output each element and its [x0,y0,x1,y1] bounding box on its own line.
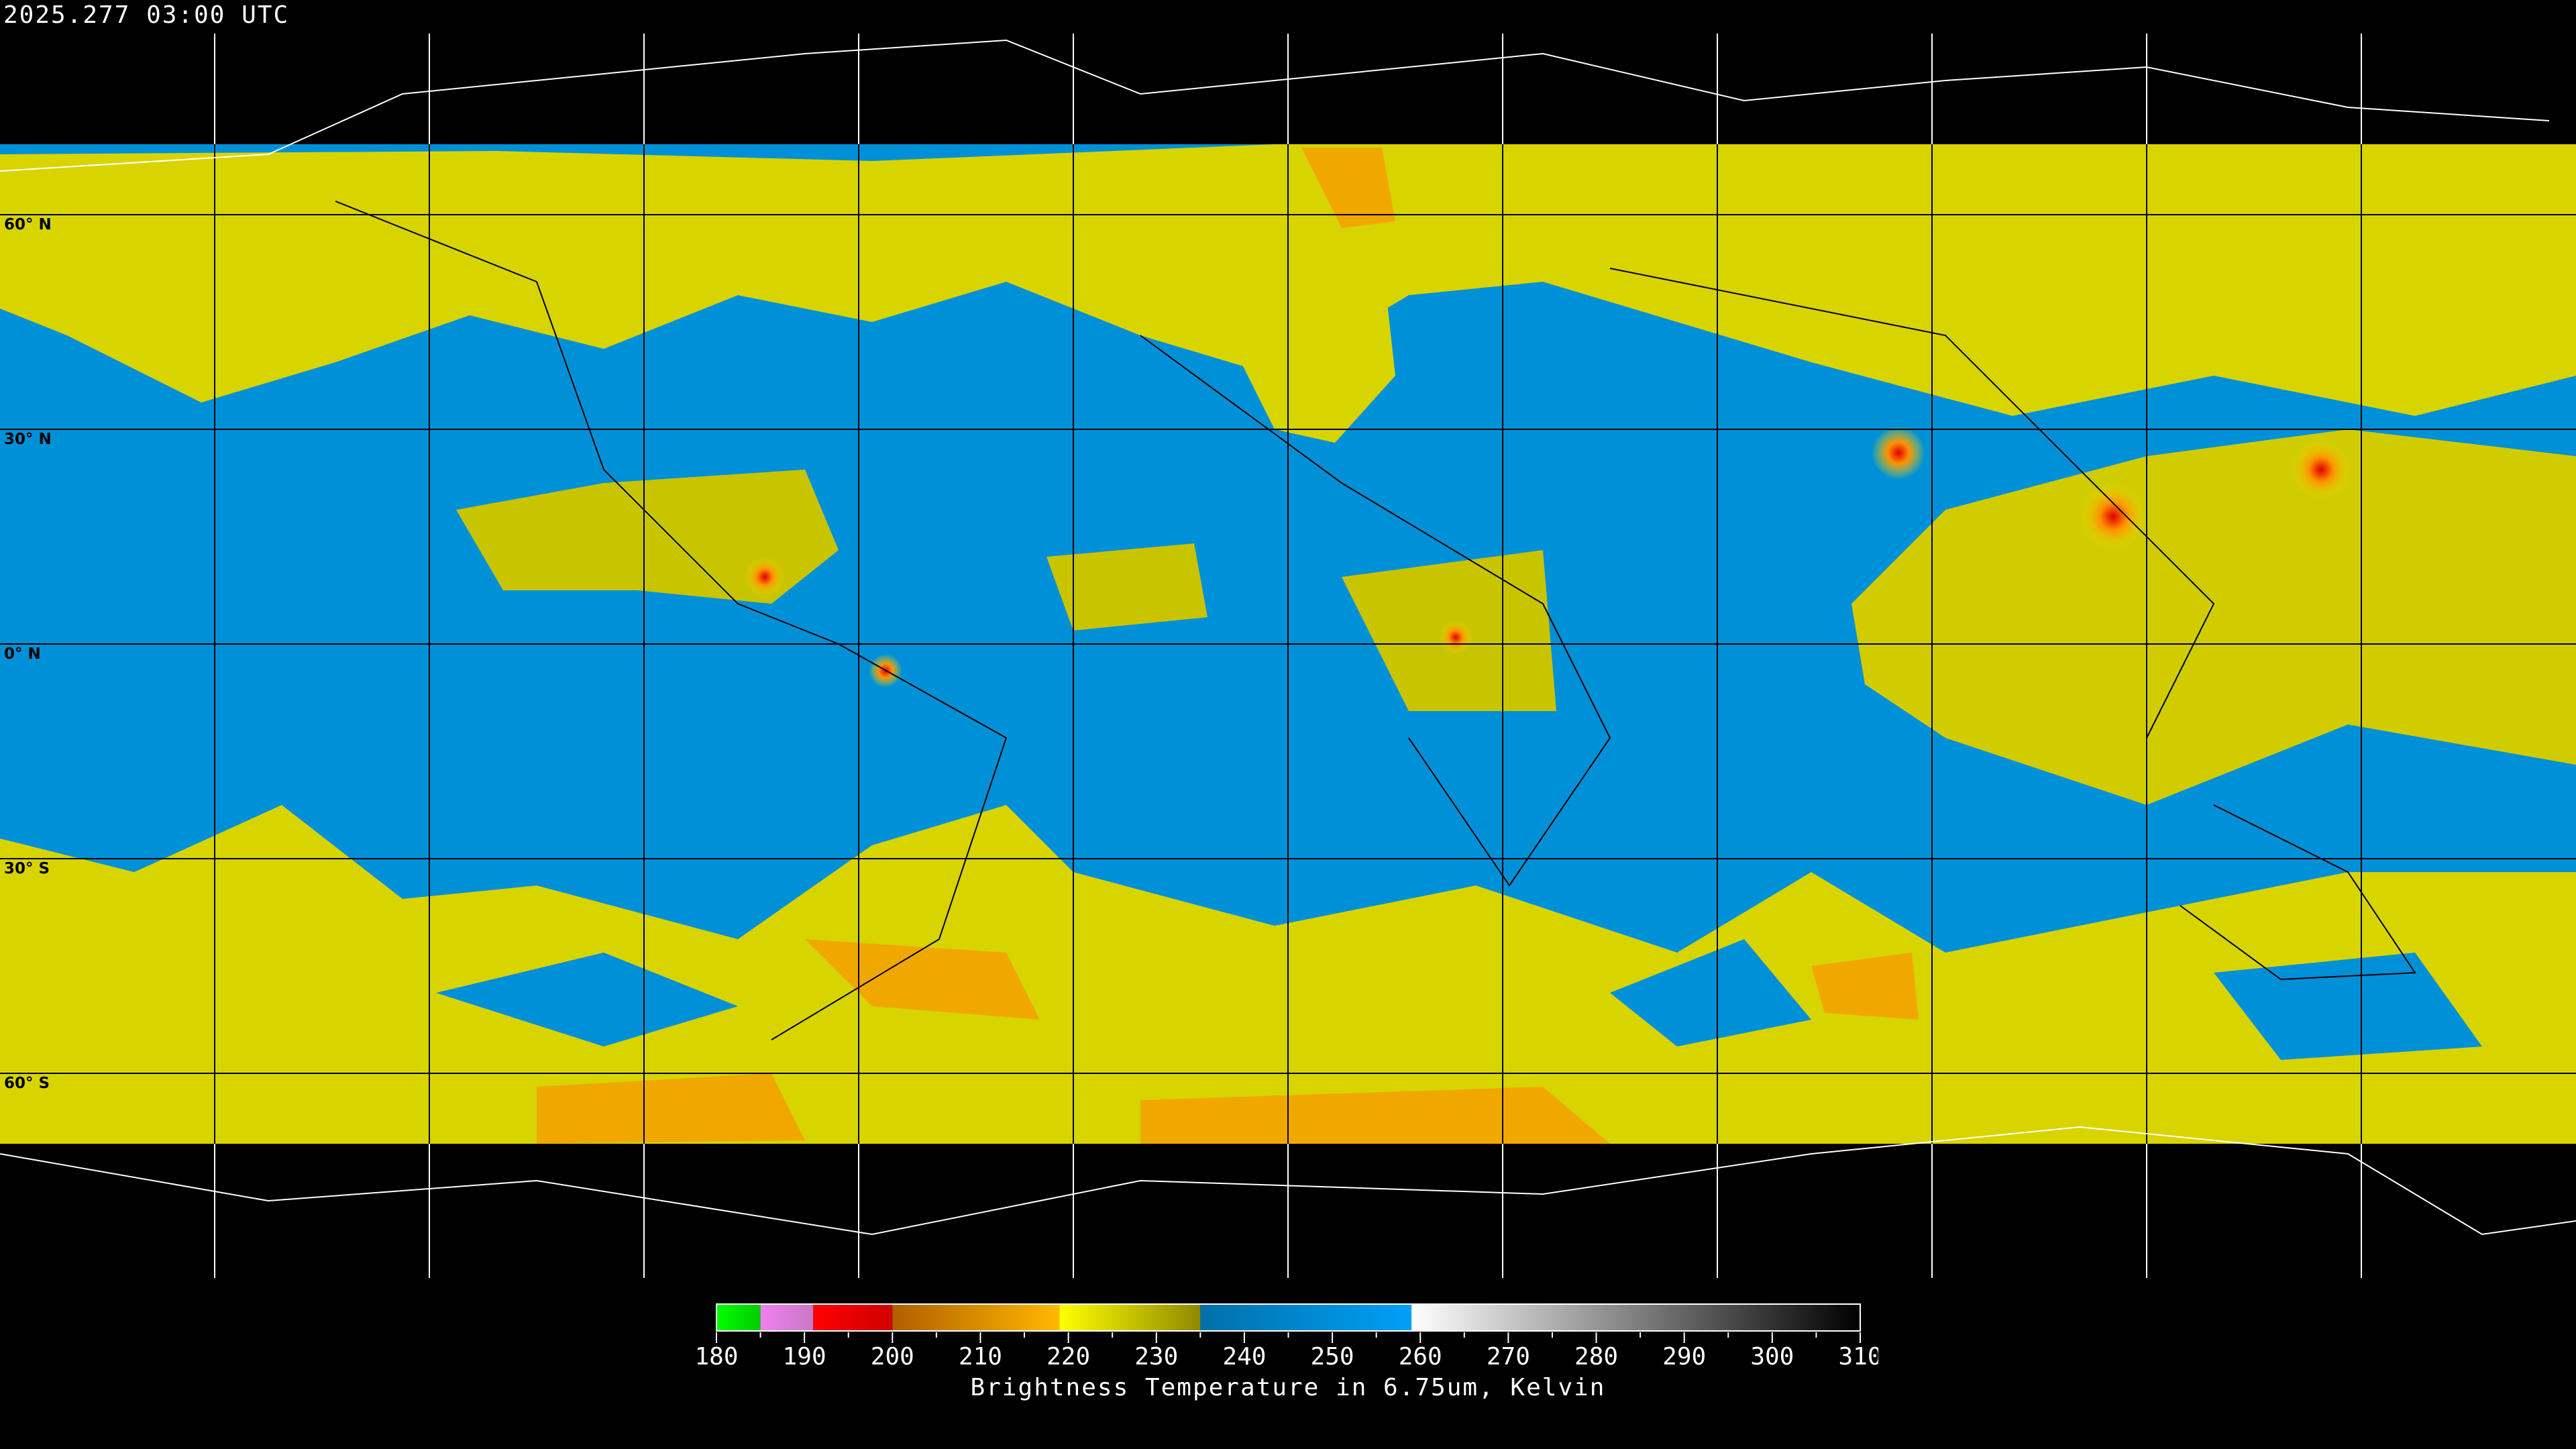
lat-label-60s: 60° S [4,1075,50,1092]
colorbar-segment [813,1304,893,1331]
colorbar-tick-label: 210 [959,1343,1002,1371]
timestamp-label: 2025.277 03:00 UTC [3,1,290,29]
colorbar-segment [1411,1304,1860,1331]
colorbar-segment [892,1304,1060,1331]
colorbar-frame [716,1303,1861,1332]
colorbar-tick-label: 240 [1222,1343,1266,1371]
colorbar-segment [1059,1304,1201,1331]
colorbar-tick-label: 260 [1399,1343,1442,1371]
storm-cell [1872,426,1925,480]
lat-label-30n: 30° N [4,431,52,448]
colorbar-segment [716,1304,761,1331]
colorbar-tick-label: 190 [783,1343,826,1371]
colorbar-tick-label: 230 [1134,1343,1178,1371]
europe-moist-patch [1301,148,1395,228]
lat-label-0n: 0° N [4,645,41,663]
north-cloud-tongue [1228,255,1395,443]
tropical-convection-asia [1851,429,2576,805]
colorbar-segment [760,1304,814,1331]
colorbar-segment [1200,1304,1412,1331]
storm-cell [2080,483,2147,550]
colorbar-tick-label: 310 [1838,1343,1878,1371]
south-dry-intrusions [436,939,2482,1060]
colorbar-tick-label: 200 [871,1343,914,1371]
colorbar-title: Brightness Temperature in 6.75um, Kelvin [970,1374,1606,1401]
storm-cell [745,557,785,597]
storm-cell [2291,439,2351,500]
lat-label-30s: 30° S [4,860,50,877]
lat-label-60n: 60° N [4,216,52,233]
colorbar-tick-label: 280 [1574,1343,1618,1371]
storm-cell [1439,621,1472,654]
satellite-water-vapor-map [0,34,2576,1278]
colorbar-tick-label: 180 [698,1343,739,1371]
arctic-coastline [0,39,2550,172]
antarctica-coastline [0,1126,2576,1236]
coastlines [335,201,2416,1040]
colorbar-tick-label: 290 [1662,1343,1706,1371]
tropical-convection-americas [456,470,839,604]
colorbar-tick-label: 250 [1311,1343,1354,1371]
tropical-convection-africa [1046,543,1556,711]
graticule [0,144,2576,1144]
colorbar: 180 190 200 210 220 230 240 250 260 270 280 290 300 3… [698,1303,1878,1371]
colorbar-tick-label: 270 [1487,1343,1530,1371]
colorbar-tick-label: 300 [1750,1343,1794,1371]
south-moist-patches [537,939,1919,1144]
imagery [0,144,2576,1144]
colorbar-tick-label: 220 [1046,1343,1090,1371]
